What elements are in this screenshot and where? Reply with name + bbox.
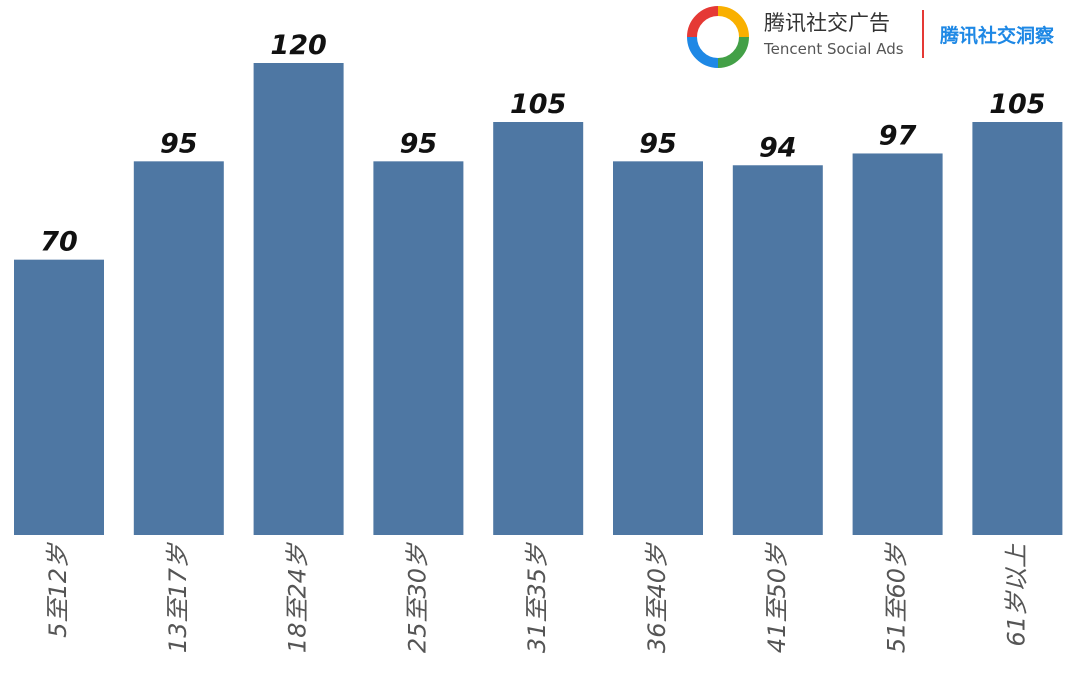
logo: 腾讯社交广告 Tencent Social Ads 腾讯社交洞察 xyxy=(687,6,1055,68)
logo-ring xyxy=(687,36,719,68)
x-tick-label: 5至12岁 xyxy=(44,542,72,638)
value-label: 70 xyxy=(40,227,78,258)
x-tick-label: 36至40岁 xyxy=(643,542,671,653)
value-label: 95 xyxy=(400,128,438,159)
bar xyxy=(133,161,224,536)
value-label: 105 xyxy=(989,89,1045,120)
x-tick-label: 31至35岁 xyxy=(523,542,551,653)
bar xyxy=(852,153,943,535)
value-label: 97 xyxy=(879,120,917,151)
x-tick-label: 41至50岁 xyxy=(763,542,791,653)
logo-ring xyxy=(687,6,719,38)
logo-name-cn: 腾讯社交广告 xyxy=(764,11,890,35)
value-label: 95 xyxy=(160,128,198,159)
x-tick-label: 18至24岁 xyxy=(284,542,312,653)
value-label: 95 xyxy=(639,128,677,159)
value-label: 120 xyxy=(270,30,326,61)
bar xyxy=(373,161,464,536)
logo-tagline: 腾讯社交洞察 xyxy=(939,24,1055,47)
bar xyxy=(14,259,104,535)
logo-name-en: Tencent Social Ads xyxy=(763,40,904,58)
bar xyxy=(493,122,584,535)
value-label: 94 xyxy=(759,132,797,163)
value-label: 105 xyxy=(510,89,566,120)
x-tick-label: 25至30岁 xyxy=(403,542,431,653)
x-tick-label: 61岁以上 xyxy=(1002,543,1030,647)
logo-ring xyxy=(717,36,749,68)
bar xyxy=(613,161,703,536)
bar xyxy=(253,63,344,535)
logo-ring xyxy=(717,6,749,38)
x-tick-label: 51至60岁 xyxy=(883,542,911,653)
x-tick-label: 13至17岁 xyxy=(164,542,192,653)
bar xyxy=(972,122,1063,535)
bar xyxy=(732,165,823,535)
